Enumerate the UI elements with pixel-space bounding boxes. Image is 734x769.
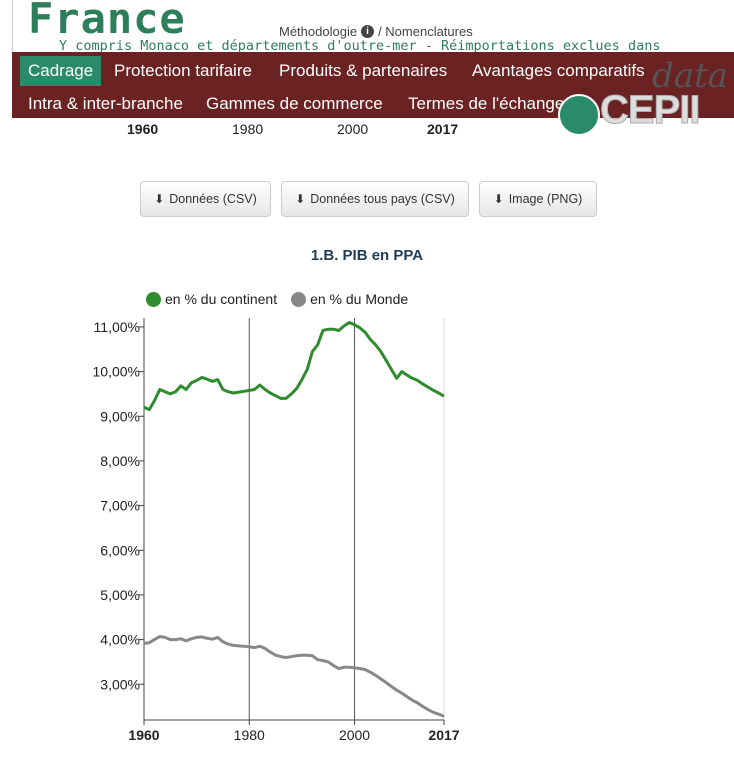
y-tick-label: 8,00%	[100, 453, 140, 469]
tab-termes-echange[interactable]: Termes de l'échange	[408, 94, 565, 113]
chart-grid	[248, 318, 445, 720]
coverage-note: Y compris Monaco et départements d'outre…	[59, 38, 661, 54]
chart-axes: 3,00% 4,00% 5,00% 6,00% 7,00% 8,00% 9,00% 10,00…	[93, 318, 460, 743]
legend-item-continent[interactable]: en % du continent	[146, 291, 277, 307]
download-icon: ⬇	[295, 192, 306, 206]
prev-axis-2000: 2000	[337, 121, 369, 137]
series-line-continent	[143, 321, 445, 412]
download-csv-label: Données (CSV)	[169, 192, 257, 206]
tab-gammes-commerce[interactable]: Gammes de commerce	[206, 94, 383, 113]
y-tick-label: 11,00%	[94, 319, 140, 335]
chart-series	[143, 321, 445, 718]
y-tick-label: 6,00%	[100, 542, 140, 558]
country-title: France	[28, 0, 186, 43]
legend-label-continent: en % du continent	[165, 291, 278, 307]
download-csv-button[interactable]: ⬇ Données (CSV)	[140, 181, 271, 217]
download-png-button[interactable]: ⬇ Image (PNG)	[479, 181, 597, 217]
y-tick-label: 7,00%	[100, 498, 140, 514]
x-tick-label: 2017	[428, 727, 459, 743]
legend-label-monde: en % du Monde	[310, 291, 409, 307]
legend-item-monde[interactable]: en % du Monde	[291, 291, 408, 307]
y-tick-label: 4,00%	[100, 632, 140, 648]
download-icon: ⬇	[154, 192, 165, 206]
legend-dot-green	[146, 291, 161, 307]
y-tick-label: 9,00%	[100, 408, 140, 424]
y-tick-label: 3,00%	[100, 676, 140, 692]
y-tick-label: 10,00%	[93, 364, 140, 380]
series-line-monde	[143, 635, 445, 718]
x-tick-label: 1980	[234, 727, 265, 743]
info-icon[interactable]: i	[361, 25, 375, 38]
header: France Méthodologie i / Nomenclatures Y …	[12, 0, 734, 54]
prev-axis-1960: 1960	[127, 121, 159, 137]
chart-legend: en % du continent en % du Monde	[146, 291, 408, 307]
download-png-label: Image (PNG)	[508, 192, 583, 206]
nomenclatures-link[interactable]: / Nomenclatures	[378, 24, 473, 39]
download-all-csv-button[interactable]: ⬇ Données tous pays (CSV)	[281, 181, 469, 217]
tab-cadrage[interactable]: Cadrage	[20, 56, 102, 86]
download-all-csv-label: Données tous pays (CSV)	[310, 192, 455, 206]
meta-links: Méthodologie i / Nomenclatures	[279, 24, 473, 39]
prev-axis-1980: 1980	[232, 121, 264, 137]
tab-protection-tarifaire[interactable]: Protection tarifaire	[114, 61, 252, 80]
chart-title: 1.B. PIB en PPA	[310, 247, 424, 264]
prev-axis-2017: 2017	[427, 121, 459, 137]
x-tick-label: 2000	[339, 727, 370, 743]
y-tick-label: 5,00%	[100, 587, 140, 603]
main-nav: Cadrage Protection tarifaire Produits & …	[12, 52, 734, 118]
tab-produits-partenaires[interactable]: Produits & partenaires	[279, 61, 448, 80]
methodology-link[interactable]: Méthodologie	[279, 24, 358, 39]
tab-intra-inter-branche[interactable]: Intra & inter-branche	[28, 94, 183, 113]
legend-dot-gray	[291, 291, 307, 307]
x-tick-label: 1960	[128, 727, 159, 743]
tab-avantages-comparatifs[interactable]: Avantages comparatifs	[472, 61, 645, 80]
download-icon: ⬇	[493, 192, 504, 206]
